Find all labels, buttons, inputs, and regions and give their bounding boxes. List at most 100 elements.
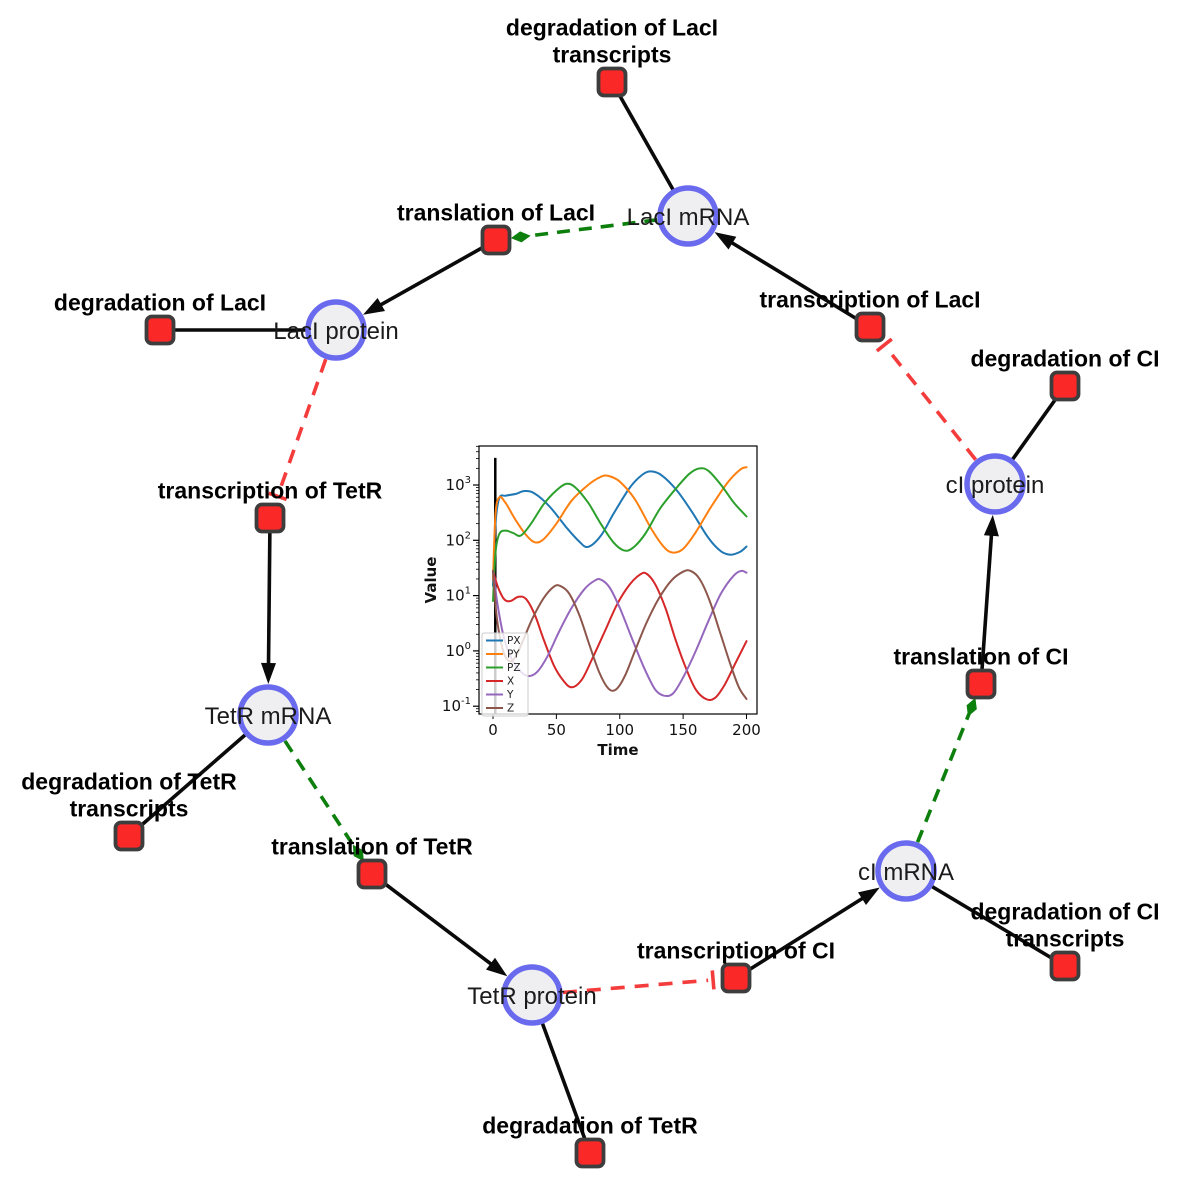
reaction-label-transcription-of-tetr: transcription of TetR — [158, 478, 383, 504]
diamond-head — [510, 231, 531, 243]
x-axis-tick-label: 50 — [547, 721, 566, 739]
reaction-node-translation-of-laci[interactable] — [480, 224, 512, 256]
y-axis-tick-label: 100 — [446, 641, 471, 660]
legend-entry-Z: Z — [507, 703, 514, 715]
reaction-node-degradation-of-laci[interactable] — [144, 314, 176, 346]
plot-frame — [478, 445, 758, 715]
inhibition-dashed-line[interactable] — [886, 347, 978, 461]
edge-translation-of-laci-to-laci-protein[interactable] — [363, 238, 497, 315]
x-axis-tick-label: 200 — [732, 721, 761, 739]
catalysis-dashed-line[interactable] — [915, 707, 973, 843]
reaction-node-transcription-of-tetr[interactable] — [254, 502, 286, 534]
species-node-tetr-protein[interactable] — [501, 964, 563, 1026]
species-node-laci-mrna[interactable] — [657, 185, 719, 247]
x-axis-tick-label: 0 — [488, 721, 498, 739]
reaction-label-degradation-of-ci-transcripts: degradation of CI transcripts — [970, 899, 1159, 952]
reaction-label-translation-of-tetr: translation of TetR — [271, 834, 473, 860]
production-line[interactable] — [372, 238, 497, 311]
edge-tetr-protein-to-transcription-of-ci[interactable] — [562, 970, 716, 995]
diamond-head — [352, 844, 364, 862]
inhibition-dashed-line[interactable] — [562, 978, 709, 995]
reaction-label-translation-of-ci: translation of CI — [893, 644, 1068, 670]
production-line[interactable] — [266, 517, 272, 673]
reaction-label-degradation-of-laci-transcripts: degradation of LacI transcripts — [506, 15, 718, 68]
inhibition-dashed-line[interactable] — [277, 358, 328, 493]
species-label-laci-protein: LacI protein — [273, 318, 398, 345]
legend-box — [481, 632, 529, 717]
species-label-ci-mrna: cI mRNA — [858, 859, 954, 886]
edge-ci-protein-to-transcription-of-laci[interactable] — [875, 337, 978, 461]
reaction-label-line: transcripts — [70, 796, 189, 822]
species-label-tetr-protein: TetR protein — [467, 983, 596, 1010]
legend-entry-PX: PX — [507, 635, 521, 647]
edge-transcription-of-tetr-to-tetr-mrna[interactable] — [261, 517, 276, 684]
species-node-ci-protein[interactable] — [964, 453, 1026, 515]
legend-entry-PY: PY — [507, 649, 520, 661]
species-label-tetr-mrna: TetR mRNA — [205, 703, 332, 730]
reaction-label-degradation-of-tetr-transcripts: degradation of TetR transcripts — [21, 769, 237, 822]
edge-transcription-of-laci-to-laci-mrna[interactable] — [714, 232, 871, 329]
reaction-label-line: degradation of CI — [970, 346, 1159, 372]
series-curve-PZ — [492, 467, 748, 602]
reaction-label-line: degradation of TetR — [482, 1113, 698, 1139]
consumption-line[interactable] — [905, 869, 1066, 968]
catalysis-dashed-line[interactable] — [283, 739, 360, 854]
reaction-node-degradation-of-tetr[interactable] — [574, 1137, 606, 1169]
legend-entry-Y: Y — [506, 689, 514, 701]
edge-translation-of-ci-to-ci-protein[interactable] — [979, 514, 999, 685]
series-curve-Y — [492, 569, 748, 698]
species-node-tetr-mrna[interactable] — [237, 684, 299, 746]
reaction-node-translation-of-tetr[interactable] — [356, 858, 388, 890]
reaction-label-degradation-of-tetr: degradation of TetR — [482, 1113, 698, 1139]
reaction-node-degradation-of-tetr-transcripts[interactable] — [113, 820, 145, 852]
species-node-ci-mrna[interactable] — [875, 840, 937, 902]
reaction-label-degradation-of-ci: degradation of CI — [970, 346, 1159, 372]
edge-translation-of-tetr-to-tetr-protein[interactable] — [370, 872, 508, 977]
tee-head — [875, 337, 893, 353]
y-axis-tick-label: 101 — [446, 586, 471, 605]
reaction-label-line: transcripts — [1006, 926, 1125, 952]
reaction-label-line: transcripts — [553, 42, 672, 68]
reaction-node-transcription-of-ci[interactable] — [720, 962, 752, 994]
series-curve-Z — [492, 569, 748, 700]
reaction-node-degradation-of-ci[interactable] — [1049, 370, 1081, 402]
series-curve-PX — [492, 470, 748, 587]
reaction-label-line: translation of LacI — [397, 200, 595, 226]
series-curve-X — [492, 569, 748, 702]
tee-head — [710, 970, 716, 990]
reaction-node-transcription-of-laci[interactable] — [854, 311, 886, 343]
series-curve-PY — [492, 466, 748, 580]
edge-transcription-of-ci-to-ci-mrna[interactable] — [735, 887, 880, 980]
edge-laci-mrna-to-translation-of-laci[interactable] — [510, 218, 658, 243]
y-axis-tick-label: 103 — [446, 475, 471, 494]
arrowhead — [983, 514, 999, 537]
labels-layer: LacI mRNA LacI protein TetR mRNA TetR prote… — [21, 15, 1159, 1139]
y-axis-tick-label: 10-1 — [442, 696, 471, 715]
edge-laci-protein-to-transcription-of-tetr[interactable] — [268, 358, 328, 502]
y-axis-title: Value — [422, 557, 440, 604]
arrowhead — [714, 232, 737, 250]
production-line[interactable] — [370, 872, 499, 971]
reaction-label-line: translation of CI — [893, 644, 1068, 670]
reaction-label-translation-of-laci: translation of LacI — [397, 200, 595, 226]
arrowhead — [261, 662, 276, 684]
species-node-laci-protein[interactable] — [305, 299, 367, 361]
reaction-node-degradation-of-ci-transcripts[interactable] — [1049, 950, 1081, 982]
edge-tetr-mrna-to-translation-of-tetr[interactable] — [283, 739, 364, 862]
edge-ci-mrna-to-degradation-of-ci-transcripts[interactable] — [905, 869, 1066, 968]
reaction-label-line: transcription of TetR — [158, 478, 383, 504]
edge-ci-mrna-to-translation-of-ci[interactable] — [915, 697, 977, 843]
production-line[interactable] — [979, 526, 994, 685]
reaction-label-line: degradation of CI — [970, 899, 1159, 925]
reaction-node-degradation-of-laci-transcripts[interactable] — [596, 66, 628, 98]
catalysis-dashed-line[interactable] — [521, 218, 658, 239]
reaction-label-transcription-of-ci: transcription of CI — [637, 938, 835, 964]
production-line[interactable] — [723, 236, 871, 329]
reaction-label-line: translation of TetR — [271, 834, 473, 860]
legend-entry-X: X — [507, 676, 514, 688]
reaction-node-translation-of-ci[interactable] — [965, 668, 997, 700]
reaction-label-transcription-of-laci: transcription of LacI — [759, 287, 980, 313]
production-line[interactable] — [735, 892, 871, 980]
